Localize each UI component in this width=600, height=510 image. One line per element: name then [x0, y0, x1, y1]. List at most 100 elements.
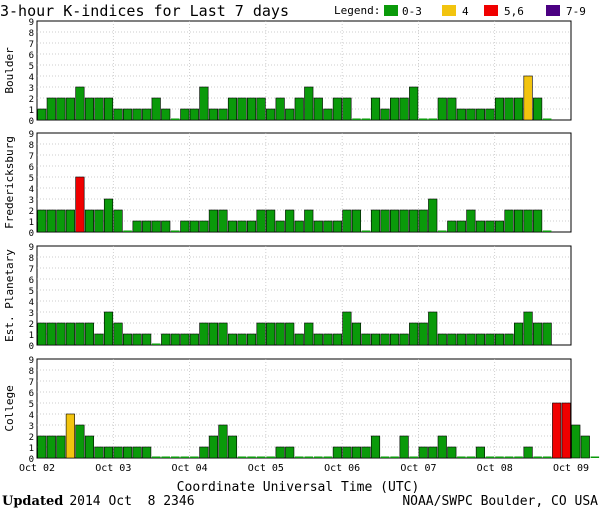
y-tick-label: 4 [29, 185, 34, 195]
bar-college [523, 446, 533, 459]
bar-est-planetary [37, 322, 47, 346]
bar-fredericksburg [46, 209, 56, 233]
bar-est-planetary [304, 322, 314, 346]
bar-est-planetary [342, 311, 352, 346]
bar-fredericksburg [237, 220, 247, 233]
y-tick-label: 8 [29, 254, 34, 264]
bar-fredericksburg [199, 220, 209, 233]
bar-est-planetary [485, 333, 495, 346]
bar-est-planetary [475, 333, 485, 346]
bar-boulder [533, 97, 543, 121]
bar-college [208, 435, 218, 459]
bar-boulder [513, 97, 524, 121]
bar-college [142, 446, 152, 459]
bar-fredericksburg [438, 230, 447, 232]
bar-college [504, 456, 514, 458]
station-label-fredericksburg: Fredericksburg [3, 136, 16, 229]
bar-est-planetary [142, 333, 152, 346]
bar-est-planetary [285, 322, 295, 346]
bar-boulder [266, 108, 276, 121]
bar-college [314, 456, 323, 458]
bar-est-planetary [161, 333, 171, 346]
bar-fredericksburg [208, 209, 218, 233]
bar-est-planetary [227, 333, 238, 346]
bar-college [399, 435, 409, 459]
bar-fredericksburg [447, 220, 457, 233]
legend-swatch-7-9 [546, 5, 560, 16]
bar-boulder [180, 108, 190, 121]
bar-boulder [37, 108, 47, 121]
bar-boulder [342, 97, 352, 121]
bar-college [218, 424, 228, 459]
bar-fredericksburg [523, 209, 533, 233]
y-tick-label: 5 [29, 62, 34, 72]
y-tick-label: 2 [29, 320, 34, 330]
bar-fredericksburg [361, 230, 371, 232]
bar-college [84, 435, 95, 459]
bar-est-planetary [351, 322, 362, 346]
bar-college [190, 456, 199, 458]
bar-est-planetary [103, 311, 114, 346]
x-tick-label: Oct 03 [95, 463, 131, 474]
bar-boulder [199, 86, 209, 121]
bar-est-planetary [409, 322, 419, 346]
x-tick-label: Oct 05 [248, 463, 284, 474]
y-tick-label: 5 [29, 400, 34, 410]
bar-boulder [399, 97, 409, 121]
bar-fredericksburg [342, 209, 352, 233]
bar-college [247, 456, 256, 458]
x-tick-label: Oct 08 [477, 463, 513, 474]
bar-college [332, 446, 342, 459]
bar-est-planetary [170, 333, 180, 346]
y-tick-label: 3 [29, 422, 34, 432]
bar-fredericksburg [171, 230, 180, 232]
legend-text-0-3: 0-3 [402, 5, 422, 18]
bar-college [94, 446, 104, 459]
bar-college [342, 446, 352, 459]
bar-boulder [218, 108, 228, 121]
bar-boulder [304, 86, 314, 121]
bar-fredericksburg [65, 209, 75, 233]
y-tick-label: 1 [29, 106, 34, 116]
y-tick-label: 1 [29, 218, 34, 228]
bar-boulder [275, 97, 285, 121]
bar-fredericksburg [94, 209, 104, 233]
bar-boulder [370, 97, 381, 121]
bar-est-planetary [294, 333, 304, 346]
bar-boulder [332, 97, 342, 121]
bar-fredericksburg [246, 220, 257, 233]
bar-boulder [161, 108, 171, 121]
bar-fredericksburg [418, 209, 428, 233]
bar-fredericksburg [275, 220, 285, 233]
bar-est-planetary [199, 322, 209, 346]
station-label-college: College [3, 385, 16, 431]
legend-swatch-4 [442, 5, 456, 16]
x-tick-label: Oct 02 [19, 463, 55, 474]
bar-boulder [285, 108, 295, 121]
bar-college [46, 435, 56, 459]
bar-boulder [294, 97, 304, 121]
updated-label: Updated [2, 494, 63, 509]
bar-college [123, 446, 133, 459]
bar-est-planetary [399, 333, 409, 346]
bar-boulder [542, 118, 552, 120]
y-tick-label: 7 [29, 152, 34, 162]
y-tick-label: 2 [29, 95, 34, 105]
bar-fredericksburg [494, 220, 505, 233]
bar-college [103, 446, 114, 459]
bar-college [409, 456, 418, 458]
x-tick-label: Oct 09 [553, 463, 589, 474]
bar-boulder [227, 97, 238, 121]
bar-boulder [123, 108, 133, 121]
legend-text-5-6: 5,6 [504, 5, 524, 18]
bar-college [285, 446, 295, 459]
bar-college [227, 435, 238, 459]
bar-fredericksburg [132, 220, 142, 233]
bar-est-planetary [523, 311, 533, 346]
bar-college [571, 424, 581, 459]
bar-boulder [84, 97, 95, 121]
